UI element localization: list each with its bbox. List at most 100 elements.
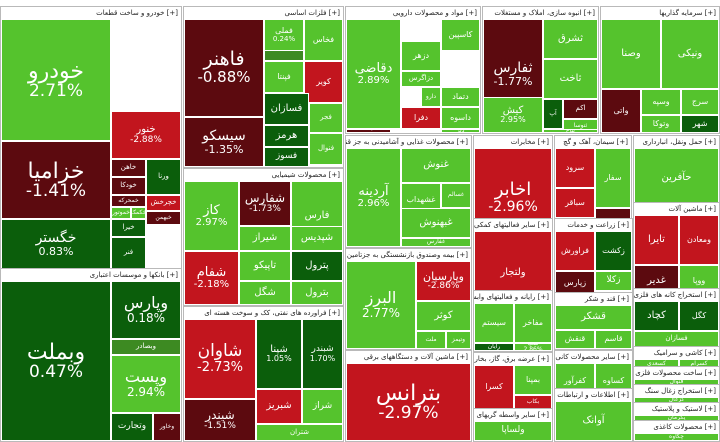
- stock-tile[interactable]: کسرا: [474, 365, 514, 409]
- sector-title[interactable]: [+] قند و شکر: [555, 293, 632, 305]
- stock-tile[interactable]: وپارسیان -2.86%: [416, 261, 471, 301]
- stock-tile[interactable]: قشکر: [555, 305, 632, 330]
- stock-tile[interactable]: خبهمن: [146, 211, 181, 225]
- stock-tile[interactable]: خمحرکه: [111, 195, 146, 207]
- stock-tile[interactable]: کگل: [679, 301, 719, 331]
- stock-tile[interactable]: وبملت 0.47%: [1, 281, 111, 441]
- stock-tile[interactable]: خچرخش: [146, 195, 181, 211]
- stock-tile[interactable]: کاز 2.97%: [184, 181, 239, 251]
- sector-panel[interactable]: [+] سایر واسطه گریهای مالی ولساپا: [473, 408, 553, 442]
- sector-title[interactable]: [+] سایر محصولات کانی: [555, 351, 632, 363]
- sector-title[interactable]: [+] زراعت و خدمات: [555, 219, 632, 231]
- stock-tile[interactable]: زکلا: [595, 271, 632, 291]
- stock-tile[interactable]: وسپه: [641, 89, 681, 115]
- stock-tile[interactable]: غنوش: [401, 148, 471, 183]
- stock-tile[interactable]: وخاور: [153, 413, 181, 441]
- stock-tile[interactable]: غفارس: [401, 238, 471, 247]
- stock-tile[interactable]: سباقر: [555, 188, 595, 218]
- sector-panel[interactable]: [+] زراعت و خدماتفراورشزکشتزپارسزکلازقیا…: [554, 218, 633, 296]
- stock-tile[interactable]: وبصادر: [111, 339, 181, 355]
- stock-tile[interactable]: فپنتا: [264, 61, 304, 93]
- sector-title[interactable]: [+] محصولات شیمیایی: [184, 169, 343, 181]
- stock-tile[interactable]: وپست 2.94%: [111, 355, 181, 413]
- stock-tile[interactable]: دتماد: [441, 87, 480, 107]
- stock-tile[interactable]: آوانک: [555, 401, 632, 441]
- stock-tile[interactable]: کاسپین: [441, 19, 480, 51]
- stock-tile[interactable]: بترانس -2.97%: [346, 363, 471, 441]
- sector-title[interactable]: [+] استخراج کانه های فلزی: [634, 289, 719, 301]
- sector-panel[interactable]: [+] مواد و محصولات دارویی دقاضی 2.89% کاسپی…: [345, 6, 481, 134]
- sector-panel[interactable]: [+] قند و شکر قشکر قنقش قاسم: [554, 292, 633, 350]
- stock-tile[interactable]: غبهنوش: [401, 208, 471, 238]
- stock-tile[interactable]: کیش 2.95%: [483, 97, 543, 133]
- stock-tile[interactable]: بمپنا: [514, 365, 552, 395]
- stock-tile[interactable]: داسوه: [441, 107, 480, 129]
- sector-panel[interactable]: [+] فراورده های نفتی، کک و سوخت هسته ای ش…: [183, 306, 344, 442]
- stock-tile[interactable]: خاهن: [111, 159, 146, 177]
- stock-tile[interactable]: خنور -2.88%: [111, 111, 181, 159]
- stock-tile[interactable]: خودرو 2.71%: [1, 19, 111, 141]
- sector-panel[interactable]: [+] بانکها و موسسات اعتباری وبملت 0.47% وپا…: [0, 268, 182, 442]
- stock-tile[interactable]: وتیمز: [446, 331, 471, 349]
- stock-tile[interactable]: سرج: [681, 89, 719, 115]
- sector-title[interactable]: [+] انبوه سازی، املاک و مستغلات: [483, 7, 598, 19]
- stock-tile[interactable]: فسوز: [264, 147, 309, 167]
- sector-title[interactable]: [+] ماشین آلات: [634, 203, 719, 215]
- sector-panel[interactable]: [+] رایانه و فعالیتهای وابسته سیستم مفاخر ر…: [473, 290, 553, 352]
- stock-tile[interactable]: ونیکی: [661, 19, 719, 89]
- stock-tile[interactable]: دزهر: [401, 41, 441, 71]
- sector-title[interactable]: [+] عرضه برق، گاز، بخار: [474, 353, 552, 365]
- stock-tile[interactable]: فملی 0.24%: [264, 19, 304, 51]
- sector-panel[interactable]: [+] محصولات غذایی و آشامیدنی به جز قند و…: [345, 135, 472, 248]
- stock-tile[interactable]: تایرا: [634, 215, 679, 265]
- sector-panel[interactable]: [+] سرمایه گذاریها وصنا ونیکی وسپه سرج شهر وتو…: [600, 6, 720, 134]
- stock-tile[interactable]: شفام -2.18%: [184, 251, 239, 305]
- stock-tile[interactable]: تاپیکو: [239, 251, 291, 281]
- stock-tile[interactable]: کویر: [304, 61, 343, 103]
- stock-tile[interactable]: شهر: [681, 115, 719, 133]
- stock-tile[interactable]: وصنا: [601, 19, 661, 89]
- stock-tile[interactable]: زکشت: [595, 231, 632, 271]
- stock-tile[interactable]: فخاس: [304, 19, 343, 61]
- stock-tile[interactable]: بترول: [291, 281, 343, 305]
- stock-tile[interactable]: پترول: [291, 251, 343, 281]
- sector-panel[interactable]: [+] اطلاعات و ارتباطات آوانک: [554, 388, 633, 442]
- sector-panel[interactable]: [+] محصولات کاغذی چکاوه: [633, 420, 720, 442]
- sector-title[interactable]: [+] محصولات کاغذی: [634, 421, 719, 433]
- stock-tile[interactable]: خکمک: [131, 207, 146, 219]
- stock-tile[interactable]: خموتور: [111, 207, 131, 219]
- stock-tile[interactable]: شپدیس: [291, 226, 343, 251]
- stock-tile[interactable]: دلر: [441, 129, 480, 133]
- stock-tile[interactable]: وپارس 0.18%: [111, 281, 181, 339]
- stock-tile[interactable]: سیستم: [474, 303, 514, 343]
- sector-title[interactable]: [+] سایر فعالیتهای کمکی: [474, 219, 552, 231]
- stock-tile[interactable]: سیسکو -1.35%: [184, 117, 264, 167]
- stock-tile[interactable]: فجر: [309, 103, 343, 133]
- stock-tile[interactable]: واتی: [601, 89, 641, 133]
- stock-tile[interactable]: شپنا 1.05%: [256, 319, 302, 389]
- sector-title[interactable]: [+] سرمایه گذاریها: [601, 7, 719, 19]
- sector-panel[interactable]: [+] ساخت محصولات فلزی فنوال: [633, 366, 720, 386]
- sector-panel[interactable]: [+] عرضه برق، گاز، بخار کسرا بمپنا بکاب: [473, 352, 553, 410]
- sector-title[interactable]: [+] مخابرات: [474, 136, 552, 148]
- sector-panel[interactable]: [+] خودرو و ساخت قطعات خودرو 2.71% خزامیا -1…: [0, 6, 182, 270]
- stock-tile[interactable]: ثشرق: [543, 19, 598, 59]
- stock-tile[interactable]: بکاب: [514, 395, 552, 409]
- stock-tile[interactable]: آردینه 2.96%: [346, 148, 401, 247]
- stock-tile[interactable]: شتران: [256, 424, 343, 441]
- stock-tile[interactable]: وتوکا: [641, 115, 681, 133]
- stock-tile[interactable]: سپ 2.86%: [514, 343, 552, 351]
- stock-tile[interactable]: کچاد: [634, 301, 679, 331]
- sector-title[interactable]: [+] استخراج زغال سنگ: [634, 385, 719, 397]
- sector-title[interactable]: [+] لاستیک و پلاستیک: [634, 403, 719, 415]
- stock-tile[interactable]: شفارس -1.73%: [239, 181, 291, 226]
- stock-tile[interactable]: شراز: [302, 389, 343, 424]
- stock-tile[interactable]: قنقش: [555, 330, 595, 349]
- stock-tile[interactable]: فنر: [111, 237, 146, 269]
- stock-tile[interactable]: ملت: [416, 331, 446, 349]
- sector-panel[interactable]: [+] فلزات اساسیفولادفملی0.24%فخاسفاهنر-0…: [183, 6, 344, 168]
- stock-tile[interactable]: سفار: [595, 148, 631, 208]
- stock-tile[interactable]: فاهنر -0.88%: [184, 19, 264, 117]
- sector-title[interactable]: [+] خودرو و ساخت قطعات: [1, 7, 181, 19]
- sector-panel[interactable]: [+] ماشین آلات تایرا ومعادن غدیر ووپا: [633, 202, 720, 298]
